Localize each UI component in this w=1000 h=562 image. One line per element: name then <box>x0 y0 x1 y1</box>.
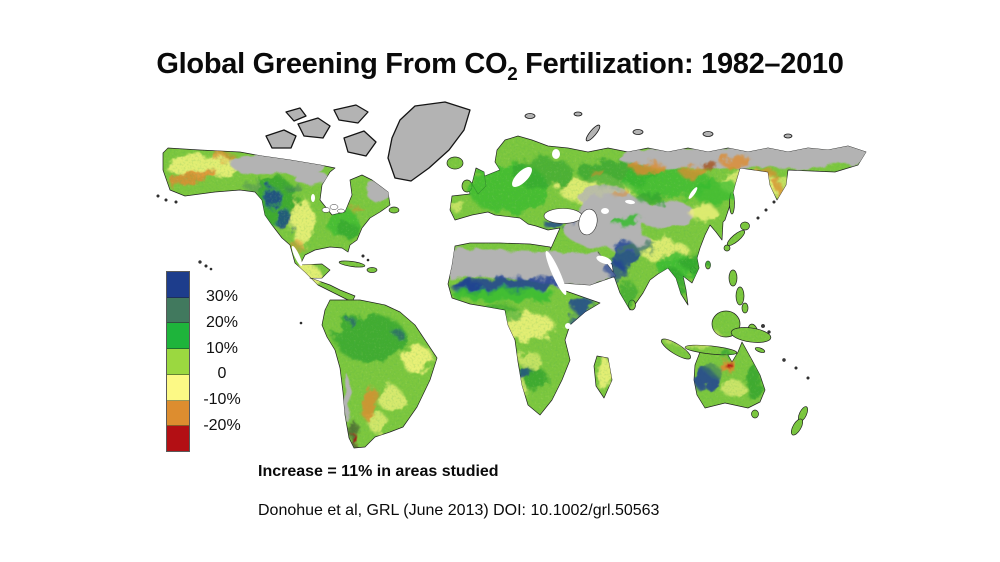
landmass-greenland <box>387 101 471 182</box>
white-sea <box>552 149 560 159</box>
title-subscript: 2 <box>507 62 518 84</box>
island-arctic-5 <box>285 107 307 122</box>
island-novaya-zemlya <box>585 124 601 142</box>
legend-label: 20% <box>205 313 239 331</box>
gulf-of-california <box>291 245 303 267</box>
legend-swatch <box>167 297 189 324</box>
persian-gulf <box>596 255 612 265</box>
legend-swatch <box>167 272 189 298</box>
world-map-figure <box>148 98 872 466</box>
lake-victoria <box>565 323 571 329</box>
island-svalbard <box>524 113 536 119</box>
aral-sea <box>601 208 609 214</box>
island-ellesmere <box>333 104 369 124</box>
legend-label: 30% <box>205 287 239 305</box>
gobi-gray <box>631 201 695 227</box>
island-banks-victoria <box>265 129 297 149</box>
legend-swatch <box>167 426 189 452</box>
map-legend: 30% 20% 10% 0 -10% -20% <box>166 271 266 453</box>
chukotka-gray <box>819 144 866 164</box>
lake-baikal <box>688 187 698 199</box>
legend-swatch <box>167 400 189 427</box>
island-arctic-2 <box>297 117 331 139</box>
slide-title: Global Greening From CO2 Fertilization: … <box>0 48 1000 83</box>
legend-label: 0 <box>217 365 227 383</box>
island-new-siberian <box>702 131 714 137</box>
small-island-dots <box>156 194 810 380</box>
great-lake-erie <box>337 208 345 214</box>
legend-swatch <box>167 374 189 401</box>
island-severnaya <box>632 129 644 135</box>
island-wrangel <box>783 133 793 139</box>
island-franz-josef <box>573 111 583 117</box>
great-lake-superior <box>321 207 331 213</box>
island-baffin <box>343 130 377 157</box>
atacama-gray <box>344 374 350 422</box>
legend-swatch <box>167 323 189 350</box>
black-sea <box>543 208 583 224</box>
red-sea <box>545 251 567 295</box>
caption-increase: Increase = 11% in areas studied <box>258 463 499 480</box>
title-prefix: Global Greening From CO <box>156 48 508 80</box>
caption-citation: Donohue et al, GRL (June 2013) DOI: 10.1… <box>258 502 660 519</box>
great-lake-huron <box>329 204 339 210</box>
legend-label: -20% <box>203 417 241 435</box>
labrador-gray <box>366 182 394 202</box>
lake-winnipeg <box>311 194 315 202</box>
world-map-svg <box>156 101 867 449</box>
trend-accent-patches <box>291 156 782 448</box>
caspian-sea <box>578 208 598 236</box>
lake-balkhash <box>625 199 635 205</box>
inland-seas <box>291 149 698 329</box>
no-data-landmasses <box>265 101 793 182</box>
legend-label: 10% <box>205 339 239 357</box>
legend-swatch <box>167 349 189 375</box>
legend-labels: 30% 20% 10% 0 -10% -20% <box>199 271 245 452</box>
title-suffix: Fertilization: 1982–2010 <box>517 48 844 80</box>
legend-swatches <box>166 271 190 452</box>
legend-label: -10% <box>203 391 241 409</box>
baltic-sea <box>512 167 532 187</box>
